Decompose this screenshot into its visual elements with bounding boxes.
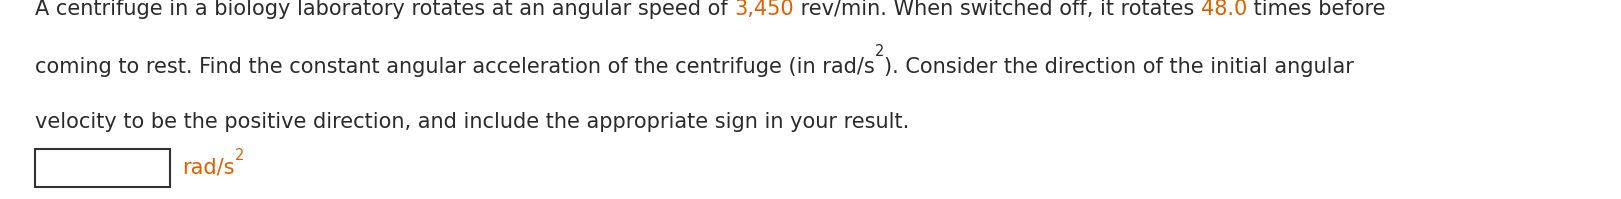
Text: velocity to be the positive direction, and include the appropriate sign in your : velocity to be the positive direction, a… [36, 112, 909, 132]
Text: times before: times before [1247, 0, 1386, 19]
Text: rev/min. When switched off, it rotates: rev/min. When switched off, it rotates [794, 0, 1201, 19]
Text: rad/s: rad/s [182, 157, 235, 178]
Text: 2: 2 [875, 44, 883, 59]
Text: 48.0: 48.0 [1201, 0, 1247, 19]
Text: coming to rest. Find the constant angular acceleration of the centrifuge (in rad: coming to rest. Find the constant angula… [36, 57, 875, 77]
Text: 2: 2 [235, 148, 243, 164]
Text: A centrifuge in a biology laboratory rotates at an angular speed of: A centrifuge in a biology laboratory rot… [36, 0, 734, 19]
Text: 3,450: 3,450 [734, 0, 794, 19]
Text: ). Consider the direction of the initial angular: ). Consider the direction of the initial… [883, 57, 1354, 77]
Bar [36, 149, 170, 187]
